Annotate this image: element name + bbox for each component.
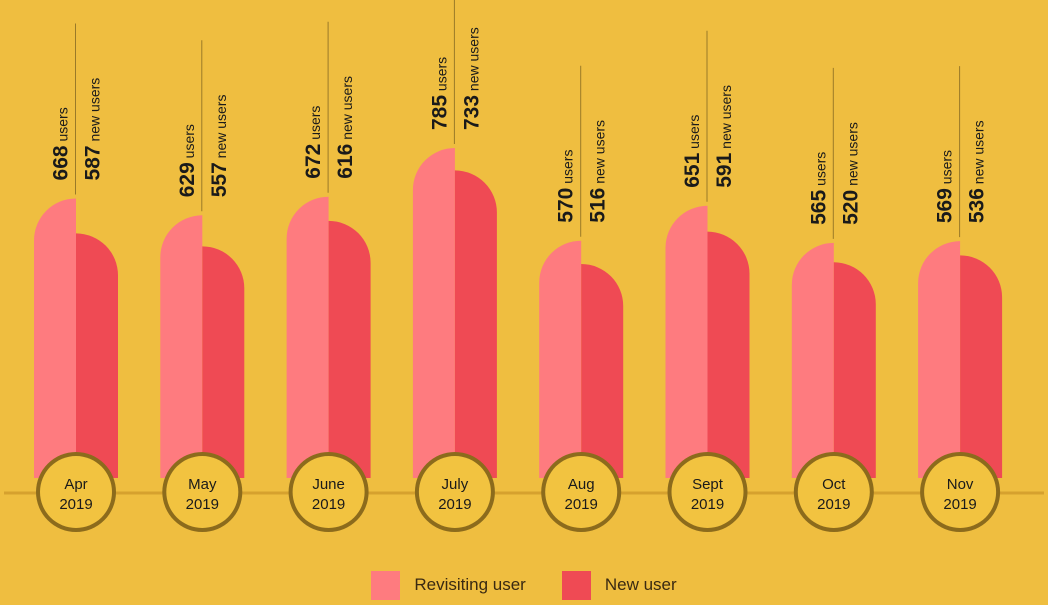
month-badge-apr xyxy=(40,456,112,528)
bar-new-nov xyxy=(960,255,1003,478)
month-label-aug: Aug xyxy=(568,476,595,493)
legend-label-new: New user xyxy=(604,575,677,594)
value-label-revisiting-may: 629 users xyxy=(176,124,199,197)
month-badge-nov xyxy=(924,456,997,528)
bar-new-aug xyxy=(581,264,624,478)
month-label-nov: Nov xyxy=(947,476,974,493)
value-label-new-oct: 520 new users xyxy=(839,122,862,225)
value-label-revisiting-july: 785 users xyxy=(428,57,451,130)
month-badge-july xyxy=(418,456,491,528)
legend-item-revisiting: Revisiting user xyxy=(371,570,526,600)
bar-revisiting-sept xyxy=(665,205,708,478)
bar-new-july xyxy=(454,170,497,478)
bar-revisiting-aug xyxy=(539,240,582,478)
bar-new-june xyxy=(328,220,371,478)
bar-new-sept xyxy=(707,231,750,478)
value-label-new-july: 733 new users xyxy=(460,27,483,130)
bar-revisiting-may xyxy=(160,215,203,479)
month-badge-may xyxy=(166,456,239,528)
value-label-new-june: 616 new users xyxy=(334,76,357,179)
bar-new-oct xyxy=(833,262,876,478)
legend: Revisiting user New user xyxy=(0,568,1048,602)
bar-revisiting-nov xyxy=(918,241,961,478)
bar-new-may xyxy=(202,246,245,478)
year-label-may: 2019 xyxy=(186,496,219,513)
year-label-nov: 2019 xyxy=(943,496,976,513)
month-label-june: June xyxy=(312,476,345,493)
value-label-new-aug: 516 new users xyxy=(587,120,610,223)
month-badge-june xyxy=(292,456,365,528)
value-label-new-nov: 536 new users xyxy=(966,120,989,223)
bar-revisiting-oct xyxy=(791,242,834,478)
month-label-sept: Sept xyxy=(692,476,724,493)
month-badge-oct xyxy=(797,456,870,528)
bar-revisiting-apr xyxy=(34,198,76,478)
value-label-revisiting-oct: 565 users xyxy=(807,152,830,225)
bar-new-apr xyxy=(76,233,118,478)
legend-swatch-revisiting xyxy=(371,570,401,600)
value-label-revisiting-aug: 570 users xyxy=(555,150,578,223)
year-label-oct: 2019 xyxy=(817,496,850,513)
value-label-revisiting-sept: 651 users xyxy=(681,115,704,188)
legend-item-new: New user xyxy=(561,570,677,600)
bar-revisiting-june xyxy=(286,196,329,478)
year-label-sept: 2019 xyxy=(691,496,724,513)
legend-label-revisiting: Revisiting user xyxy=(414,575,526,594)
bar-revisiting-july xyxy=(412,148,455,478)
value-label-revisiting-nov: 569 users xyxy=(934,150,957,223)
month-badge-aug xyxy=(545,456,618,528)
legend-swatch-new xyxy=(561,570,591,600)
year-label-june: 2019 xyxy=(312,496,345,513)
value-label-new-sept: 591 new users xyxy=(713,85,736,188)
value-label-revisiting-apr: 668 users xyxy=(50,107,73,180)
month-label-apr: Apr xyxy=(64,476,87,493)
value-label-revisiting-june: 672 users xyxy=(302,106,325,179)
year-label-aug: 2019 xyxy=(565,496,598,513)
month-label-may: May xyxy=(188,476,217,493)
month-badge-sept xyxy=(671,456,744,528)
year-label-july: 2019 xyxy=(438,496,471,513)
month-label-july: July xyxy=(442,476,469,493)
month-label-oct: Oct xyxy=(822,476,846,493)
year-label-apr: 2019 xyxy=(59,496,92,513)
value-label-new-may: 557 new users xyxy=(208,95,231,198)
value-label-new-apr: 587 new users xyxy=(82,78,105,181)
